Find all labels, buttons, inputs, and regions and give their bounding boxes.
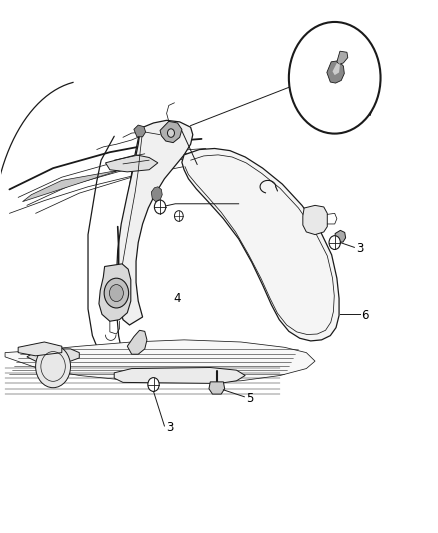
Circle shape — [289, 22, 381, 134]
Circle shape — [104, 278, 129, 308]
Text: 1: 1 — [199, 159, 207, 172]
Polygon shape — [114, 368, 245, 383]
Text: 4: 4 — [174, 292, 181, 305]
Polygon shape — [332, 63, 340, 75]
Circle shape — [35, 345, 71, 387]
Polygon shape — [335, 230, 346, 242]
Polygon shape — [337, 51, 348, 64]
Text: 3: 3 — [166, 421, 173, 434]
Text: 6: 6 — [361, 309, 368, 322]
Circle shape — [174, 211, 183, 221]
Text: 3: 3 — [357, 242, 364, 255]
Polygon shape — [5, 340, 315, 382]
Polygon shape — [134, 125, 146, 137]
Polygon shape — [106, 155, 158, 172]
Polygon shape — [22, 152, 206, 201]
Polygon shape — [327, 61, 344, 83]
Polygon shape — [99, 264, 131, 321]
Polygon shape — [151, 187, 162, 201]
Polygon shape — [27, 349, 79, 362]
Polygon shape — [160, 122, 182, 143]
Text: 7: 7 — [367, 106, 374, 119]
Text: 3: 3 — [241, 198, 248, 211]
Polygon shape — [209, 382, 225, 394]
Text: 5: 5 — [246, 392, 254, 405]
Polygon shape — [182, 149, 339, 341]
Polygon shape — [127, 330, 147, 354]
Polygon shape — [303, 205, 327, 235]
Polygon shape — [18, 342, 62, 356]
Polygon shape — [117, 120, 193, 325]
Circle shape — [148, 377, 159, 391]
Circle shape — [329, 236, 340, 249]
Circle shape — [154, 200, 166, 214]
Circle shape — [110, 285, 124, 302]
Circle shape — [167, 129, 174, 138]
